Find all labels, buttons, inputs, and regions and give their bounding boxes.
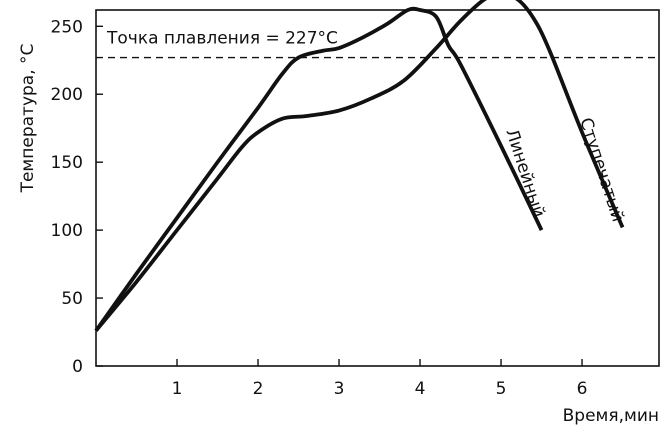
x-tick-label: 4: [415, 379, 426, 399]
y-tick-label: 100: [51, 221, 83, 241]
x-axis-label: Время,мин: [563, 406, 659, 425]
series-line-linear: [94, 6, 544, 332]
y-tick-label: 200: [51, 85, 83, 105]
x-tick-label: 3: [334, 379, 345, 399]
y-tick-label: 250: [51, 17, 83, 37]
curve-label-step: Ступечатый: [575, 115, 627, 224]
series-group: [94, 0, 625, 332]
x-tick-label: 6: [577, 379, 588, 399]
y-ticks: 0 50 100 150 200 250: [51, 17, 103, 377]
x-tick-label: 2: [253, 379, 264, 399]
y-axis-label: Температура, °C: [18, 44, 38, 194]
x-tick-label: 1: [172, 379, 183, 399]
melting-point-label: Точка плавления = 227°C: [106, 29, 338, 49]
y-tick-label: 0: [72, 357, 83, 377]
series-line-step: [94, 0, 625, 332]
curve-label-linear: Линейный: [501, 126, 548, 220]
plot-frame: [95, 9, 660, 367]
y-tick-label: 150: [51, 153, 83, 173]
y-tick-label: 50: [61, 289, 83, 309]
x-tick-label: 5: [496, 379, 507, 399]
x-ticks: 1 2 3 4 5 6: [172, 359, 588, 399]
